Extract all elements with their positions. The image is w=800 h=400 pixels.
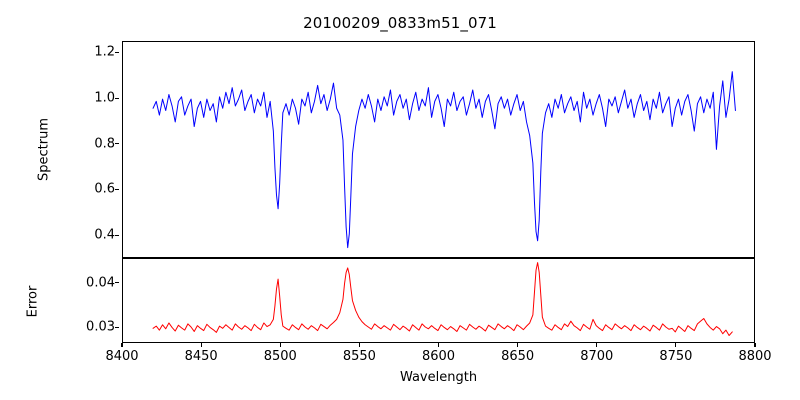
y-tick-mark xyxy=(115,282,119,283)
error-y-axis-title: Error xyxy=(26,227,41,377)
spectrum-plot-area xyxy=(122,41,755,258)
spectrum-y-tick-labels: 0.4 0.6 0.8 1.0 1.2 xyxy=(53,41,115,258)
x-tick-label: 8800 xyxy=(715,349,795,364)
x-tick-mark xyxy=(280,343,281,347)
error-plot-area xyxy=(122,258,755,343)
x-axis-tick-marks xyxy=(122,343,755,348)
figure-title: 20100209_0833m51_071 xyxy=(0,14,800,32)
y-tick-mark xyxy=(115,327,119,328)
x-tick-label: 8700 xyxy=(557,349,637,364)
spectrum-line-series xyxy=(123,42,755,258)
y-tick-mark xyxy=(115,98,119,99)
x-tick-mark xyxy=(517,343,518,347)
y-tick-mark xyxy=(115,52,119,53)
x-tick-label: 8600 xyxy=(399,349,479,364)
x-tick-label: 8500 xyxy=(240,349,320,364)
y-tick-label: 1.0 xyxy=(55,91,115,106)
error-y-tick-labels: 0.03 0.04 xyxy=(53,258,115,343)
x-tick-mark xyxy=(201,343,202,347)
x-tick-mark xyxy=(359,343,360,347)
figure-canvas: 20100209_0833m51_071 0.4 0.6 0.8 1.0 1.2 Spe… xyxy=(0,0,800,400)
spectrum-y-axis-title: Spectrum xyxy=(37,75,52,225)
x-axis-tick-labels: 840084508500855086008650870087508800 xyxy=(122,349,755,369)
y-tick-label: 0.8 xyxy=(55,136,115,151)
y-tick-mark xyxy=(115,189,119,190)
y-tick-label: 0.04 xyxy=(55,275,115,290)
error-line-series xyxy=(123,259,755,343)
y-tick-mark xyxy=(115,143,119,144)
y-tick-mark xyxy=(115,235,119,236)
x-tick-mark xyxy=(438,343,439,347)
x-tick-label: 8650 xyxy=(478,349,558,364)
x-tick-label: 8550 xyxy=(319,349,399,364)
x-tick-label: 8400 xyxy=(82,349,162,364)
x-tick-label: 8450 xyxy=(161,349,241,364)
y-tick-label: 1.2 xyxy=(55,45,115,60)
y-tick-label: 0.03 xyxy=(55,320,115,335)
x-tick-mark xyxy=(754,343,755,347)
y-tick-label: 0.4 xyxy=(55,228,115,243)
y-tick-label: 0.6 xyxy=(55,182,115,197)
x-tick-mark xyxy=(121,343,122,347)
x-tick-label: 8750 xyxy=(636,349,716,364)
x-tick-mark xyxy=(596,343,597,347)
x-tick-mark xyxy=(675,343,676,347)
x-axis-title: Wavelength xyxy=(122,370,755,385)
